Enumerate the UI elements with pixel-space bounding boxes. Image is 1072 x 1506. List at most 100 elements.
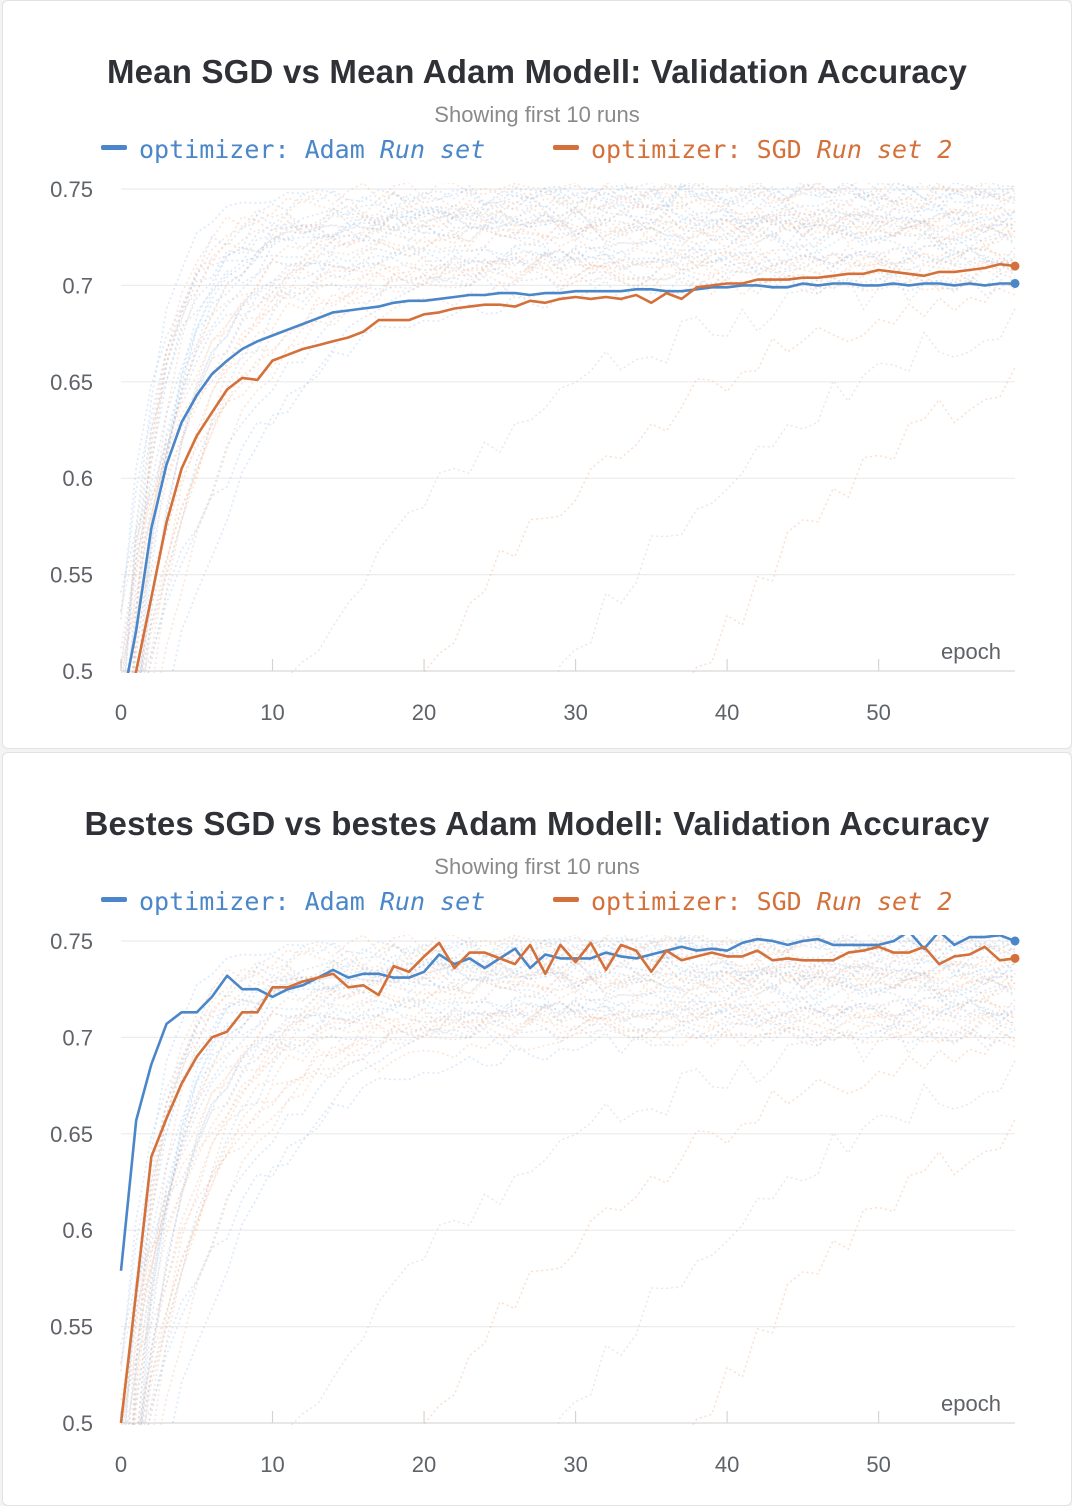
series-line-sgd[interactable] <box>121 262 1016 748</box>
background-run-line <box>120 1026 1016 1420</box>
background-run-line <box>134 208 1016 673</box>
y-tick-label: 0.75 <box>50 177 93 202</box>
background-run-line <box>120 962 1016 1364</box>
background-run-line <box>171 983 1016 1425</box>
background-run-line <box>121 183 1016 673</box>
legend-item-sgd[interactable]: optimizer: SGD Run set 2 <box>553 135 952 164</box>
x-tick-label: 40 <box>715 700 739 725</box>
series-line-sgd[interactable] <box>119 941 1016 1424</box>
series-end-point <box>1010 278 1020 288</box>
background-run-line <box>126 952 1016 1425</box>
series-group <box>121 262 1016 748</box>
legend-item-adam[interactable]: optimizer: Adam Run set <box>101 135 485 164</box>
background-run-line <box>137 976 1016 1425</box>
x-axis-label: epoch <box>941 639 1001 664</box>
background-run-line <box>120 206 1016 666</box>
chart-legend: optimizer: Adam Run set optimizer: SGD R… <box>3 135 1071 169</box>
background-run-line <box>143 1013 1016 1425</box>
x-tick-label: 50 <box>866 1452 890 1477</box>
series-line-adam[interactable] <box>119 931 1016 1271</box>
background-run-line <box>120 185 1016 664</box>
chart-plot-area[interactable]: 0.5 0.55 0.6 0.65 0.7 0.75 0 10 20 30 40 50 epoch <box>3 1 1071 748</box>
background-run-line <box>290 1013 1016 1425</box>
background-run-line <box>132 966 1016 1425</box>
background-run-line <box>120 937 1016 1416</box>
background-run-line <box>139 974 1016 1425</box>
x-tick-label: 50 <box>866 700 890 725</box>
background-run-line <box>139 252 1016 673</box>
legend-swatch-sgd <box>553 144 579 150</box>
legend-item-adam[interactable]: optimizer: Adam Run set <box>101 887 485 916</box>
y-tick-label: 0.6 <box>62 466 93 491</box>
background-run-line <box>139 222 1016 673</box>
background-run-line <box>140 249 1016 673</box>
background-run-line <box>141 273 1016 673</box>
series-end-point <box>1010 261 1020 271</box>
x-tick-label: 20 <box>412 700 436 725</box>
chart-subtitle: Showing first 10 runs <box>434 854 640 879</box>
chart-panel-mean: Mean SGD vs Mean Adam Modell: Validation… <box>2 0 1072 749</box>
background-run-line <box>132 1011 1016 1425</box>
background-run-line <box>124 962 1016 1425</box>
series-line-adam[interactable] <box>121 282 1015 710</box>
background-run-line <box>153 938 1016 1425</box>
x-tick-label: 10 <box>260 1452 284 1477</box>
background-run-line <box>139 1004 1016 1425</box>
background-run-line <box>137 935 1016 1425</box>
y-tick-label: 0.55 <box>50 563 93 588</box>
background-run-line <box>124 210 1016 673</box>
background-run-line <box>692 367 1016 673</box>
background-run-line <box>128 222 1016 673</box>
background-run-line <box>147 980 1016 1425</box>
background-run-line <box>160 995 1016 1425</box>
legend-label-sgd: optimizer: SGD <box>591 887 802 916</box>
background-run-line <box>147 267 1016 673</box>
legend-item-sgd[interactable]: optimizer: SGD Run set 2 <box>553 887 952 916</box>
background-run-line <box>120 953 1016 1365</box>
background-run-line <box>137 211 1016 673</box>
chart-plot-area[interactable]: 0.5 0.55 0.6 0.65 0.7 0.75 0 10 20 30 40 50 epoch <box>3 753 1071 1505</box>
background-run-line <box>132 951 1016 1425</box>
background-run-line <box>122 969 1016 1425</box>
chart-panel-best: Bestes SGD vs bestes Adam Modell: Valida… <box>2 752 1072 1506</box>
background-run-line <box>140 1001 1016 1425</box>
background-run-line <box>120 993 1016 1372</box>
legend-runset-sgd: Run set 2 <box>816 135 953 164</box>
background-run-line <box>140 935 1016 1425</box>
chart-subtitle: Showing first 10 runs <box>434 102 640 127</box>
y-tick-label: 0.65 <box>50 1122 93 1147</box>
y-tick-label: 0.5 <box>62 1411 93 1436</box>
background-run-line <box>138 996 1016 1425</box>
background-run-line <box>422 1032 1016 1425</box>
y-tick-label: 0.7 <box>62 1025 93 1050</box>
background-run-line <box>137 183 1016 673</box>
background-run-line <box>131 206 1016 673</box>
legend-swatch-adam <box>101 896 127 902</box>
background-run-line <box>422 280 1016 673</box>
background-run-line <box>134 960 1016 1425</box>
y-tick-label: 0.65 <box>50 370 93 395</box>
chart-legend: optimizer: Adam Run set optimizer: SGD R… <box>3 887 1071 921</box>
background-run-line <box>147 1019 1016 1425</box>
background-run-line <box>131 192 1016 673</box>
background-run-line <box>140 183 1016 673</box>
background-run-line <box>147 228 1016 673</box>
background-run-line <box>122 217 1016 673</box>
background-run-line <box>138 244 1016 673</box>
legend-swatch-adam <box>101 144 127 150</box>
chart-title: Bestes SGD vs bestes Adam Modell: Valida… <box>84 805 990 842</box>
background-run-line <box>132 214 1016 673</box>
background-run-line <box>140 183 1016 673</box>
legend-label-adam: optimizer: Adam <box>139 887 365 916</box>
legend-label-sgd: optimizer: SGD <box>591 135 802 164</box>
background-run-line <box>137 224 1016 673</box>
series-end-point <box>1010 953 1020 963</box>
series-end-point <box>1010 936 1020 946</box>
background-run-line <box>141 996 1016 1425</box>
background-run-line <box>131 958 1016 1425</box>
background-run-line <box>290 261 1016 673</box>
background-run-line <box>124 940 1016 1425</box>
background-run-line <box>127 1023 1016 1425</box>
background-run-line <box>171 231 1016 673</box>
background-run-line <box>140 935 1016 1425</box>
